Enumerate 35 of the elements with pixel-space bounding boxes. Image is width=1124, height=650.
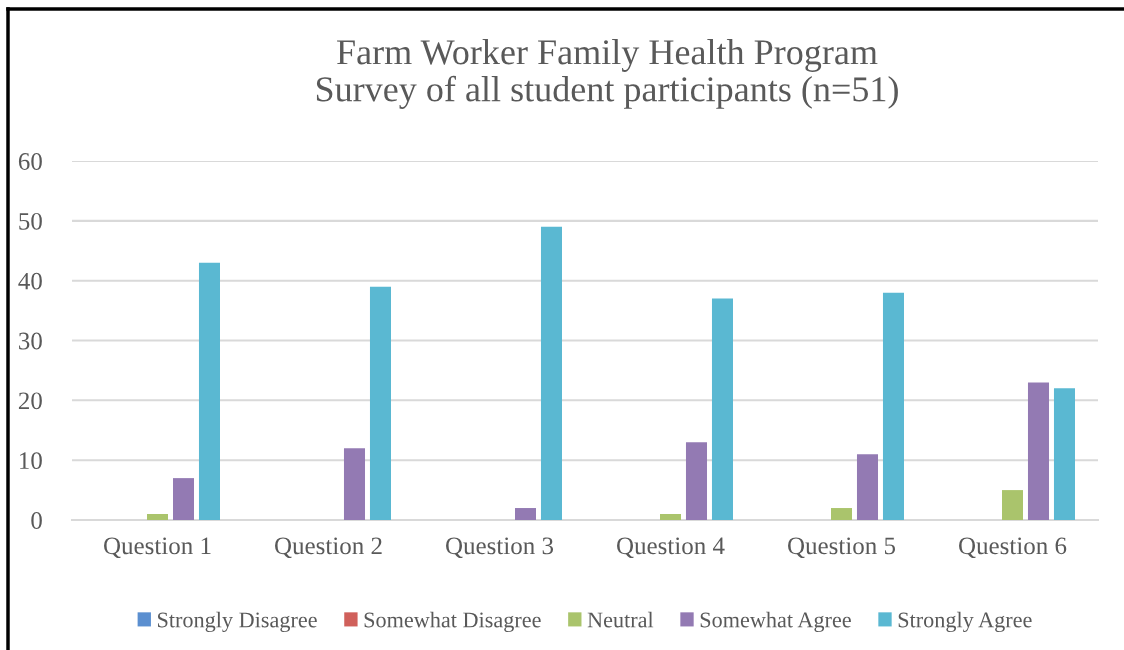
bar: [198, 262, 220, 520]
bar: [856, 454, 879, 520]
y-tick-label: 20: [18, 392, 42, 410]
bar: [1001, 490, 1024, 520]
bar: [1027, 382, 1050, 520]
x-tick-label: Question 3: [446, 537, 554, 559]
x-tick-label: Question 5: [788, 537, 896, 559]
legend-label: Neutral: [587, 611, 654, 628]
bar: [369, 286, 391, 520]
bar: [1053, 388, 1075, 520]
y-tick-label: 40: [18, 272, 42, 290]
legend-label: Strongly Agree: [898, 611, 1032, 633]
legend-label: Somewhat Disagree: [364, 611, 541, 633]
y-tick-label: 0: [31, 512, 42, 529]
y-tick-label: 60: [18, 153, 42, 170]
bar: [659, 514, 682, 520]
bar: [882, 292, 904, 520]
bar: [540, 226, 562, 520]
legend-label: Strongly Disagree: [157, 611, 317, 633]
bar: [514, 508, 537, 520]
legend-label: Somewhat Agree: [700, 611, 851, 633]
bar: [146, 514, 169, 520]
y-tick-label: 30: [19, 332, 42, 350]
chart-title: Farm Worker Family Health Program Survey of all student participants (n=51): [316, 39, 898, 109]
x-tick-label: Question 6: [959, 537, 1067, 559]
y-tick-label: 10: [20, 452, 42, 470]
x-tick-label: Question 2: [275, 537, 382, 559]
bar: [172, 478, 195, 520]
x-tick-label: Question 4: [617, 537, 725, 559]
x-tick-label: Question 1: [104, 537, 211, 559]
bar: [711, 298, 733, 520]
bar: [685, 442, 708, 520]
bar: [830, 508, 853, 520]
y-tick-label: 50: [19, 212, 42, 230]
bar: [343, 448, 366, 520]
